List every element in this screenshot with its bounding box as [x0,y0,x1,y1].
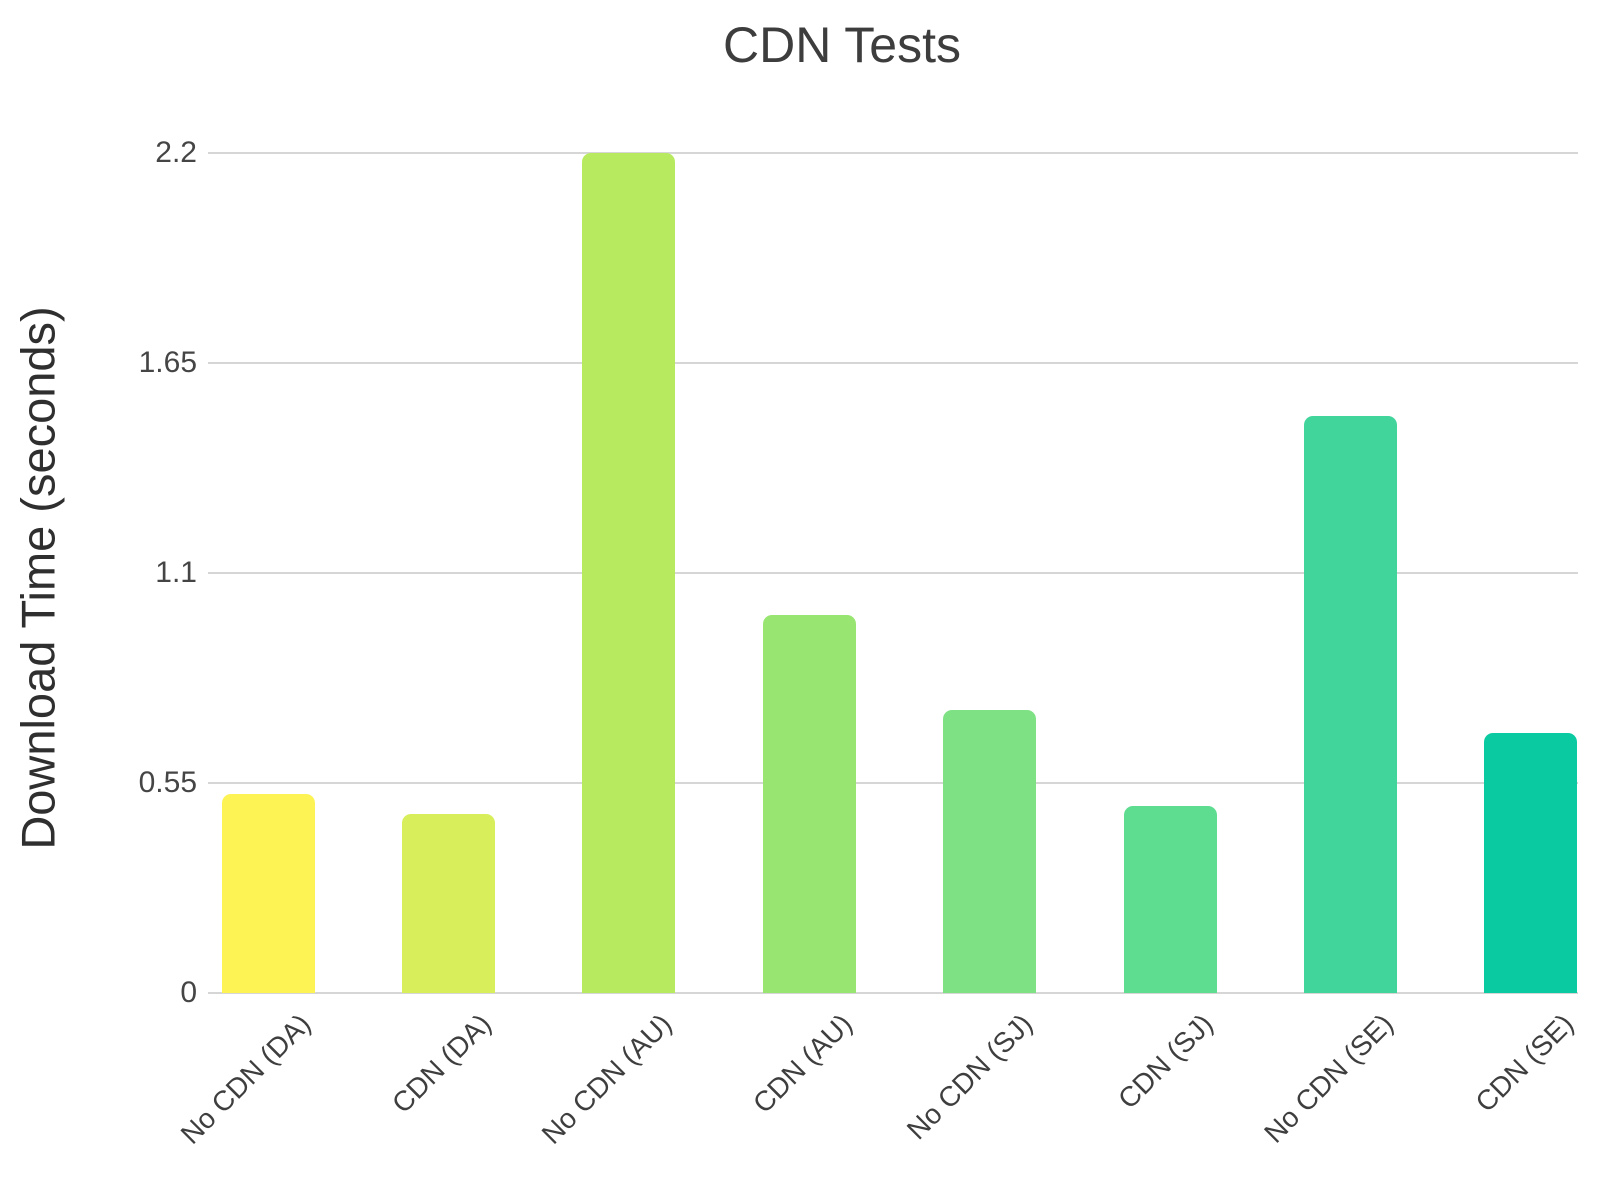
y-tick-label-1.65: 1.65 [138,346,197,379]
x-tick-label-text: CDN (DA) [386,1008,498,1120]
gridline-2.2 [208,152,1578,154]
y-tick-label-1.1: 1.1 [155,556,197,589]
x-tick-label-text: No CDN (SJ) [901,1008,1039,1146]
y-tick-label-2.2: 2.2 [155,136,197,169]
x-tick-label-text: CDN (AU) [747,1008,859,1120]
y-tick-label-0.55: 0.55 [138,766,197,799]
bar-no-cdn-da [221,794,315,993]
gridline-1.65 [208,362,1578,364]
bar-no-cdn-au [582,153,676,993]
x-axis-baseline [208,992,1578,994]
x-tick-label-text: No CDN (AU) [535,1008,678,1150]
x-tick-label-text: CDN (SE) [1469,1008,1580,1118]
bar-cdn-se [1484,733,1578,993]
x-tick-label-text: CDN (SJ) [1112,1008,1219,1115]
bar-no-cdn-sj [943,710,1037,993]
bar-cdn-au [762,615,856,993]
gridline-0.55 [208,782,1578,784]
y-tick-label-0: 0 [180,976,197,1009]
x-tick-label-text: No CDN (SE) [1258,1008,1400,1149]
bar-cdn-da [401,813,495,993]
chart-title: CDN Tests [722,17,961,73]
bar-cdn-sj [1123,805,1217,993]
gridline-1.1 [208,572,1578,574]
x-tick-label-text: No CDN (DA) [175,1008,317,1150]
bar-no-cdn-se [1303,416,1397,993]
